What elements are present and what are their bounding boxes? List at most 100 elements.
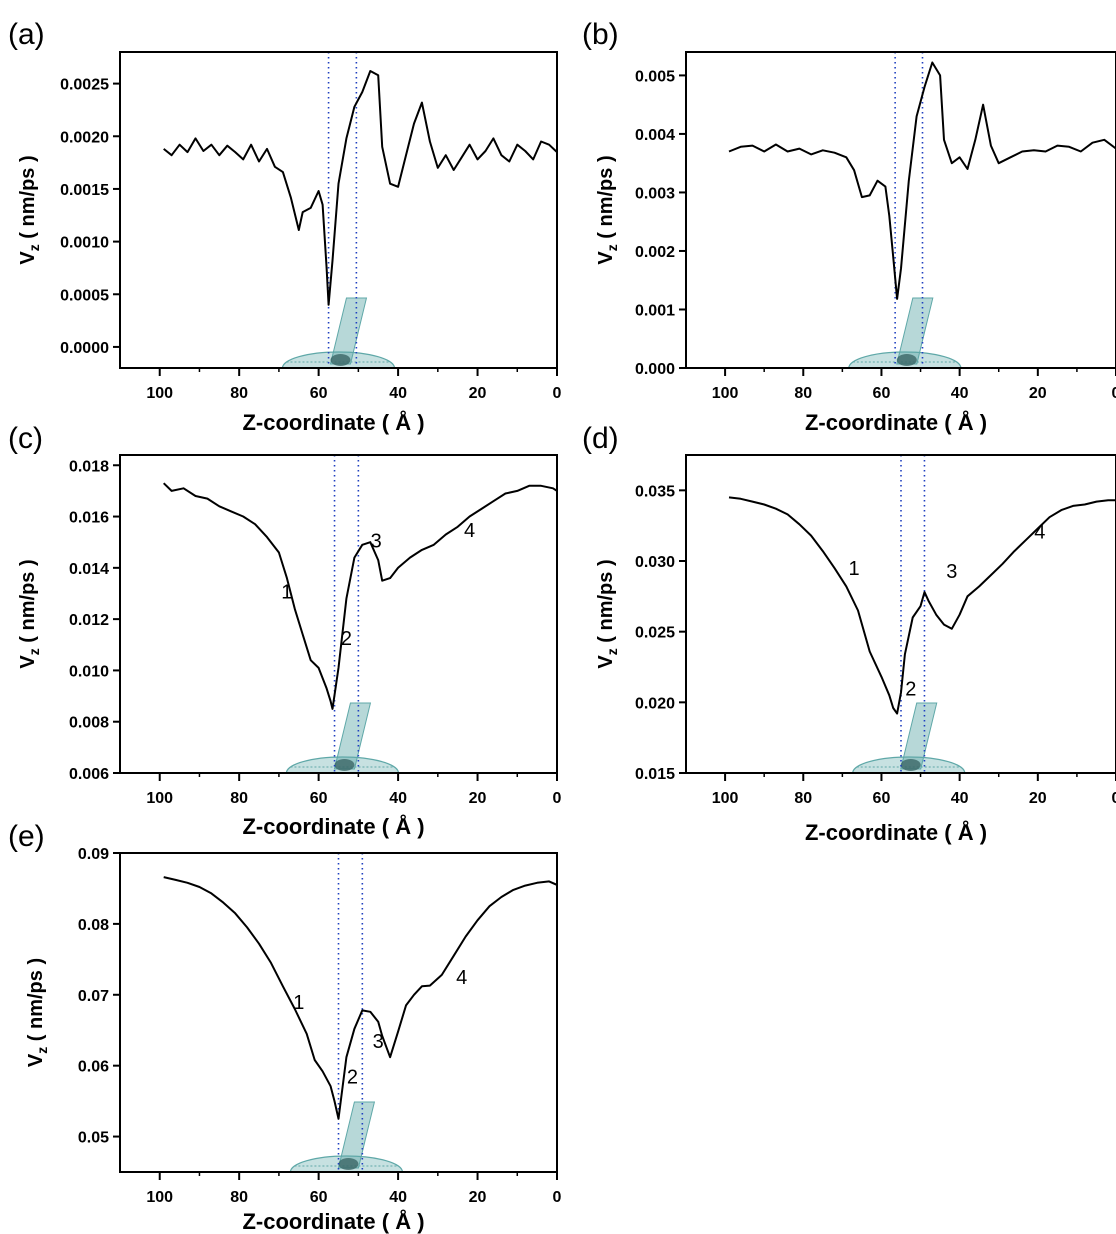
nanotube-illustration [852, 702, 966, 773]
y-tick-label: 0.0000 [60, 340, 109, 357]
x-tick-label: 20 [1029, 385, 1047, 402]
region-label: 1 [293, 992, 304, 1014]
x-axis-title: Z-coordinate ( Å ) [242, 1208, 424, 1234]
x-tick-label: 0 [1112, 790, 1116, 807]
x-tick-label: 60 [310, 1189, 328, 1206]
panel-tag: (d) [582, 422, 619, 455]
region-label: 2 [341, 628, 352, 650]
y-tick-label: 0.06 [78, 1059, 109, 1076]
y-tick-label: 0.05 [78, 1130, 109, 1147]
x-tick-label: 40 [389, 385, 407, 402]
x-axis-title: Z-coordinate ( Å ) [805, 409, 987, 435]
region-label: 3 [373, 1031, 384, 1053]
x-tick-label: 40 [389, 1189, 407, 1206]
x-tick-label: 100 [712, 790, 739, 807]
x-tick-label: 60 [873, 790, 891, 807]
region-label: 4 [464, 520, 475, 542]
plot-frame [685, 454, 1116, 774]
panel-c: (c) 100 80 60 40 20 0 0.006 0.008 0.010 0.012 0.014… [8, 422, 562, 839]
velocity-curve [163, 482, 557, 710]
y-tick-label: 0.08 [78, 917, 109, 934]
y-axis-title: Vz ( nm/ps ) [17, 155, 42, 264]
velocity-curve [163, 70, 557, 306]
region-label: 4 [456, 967, 467, 989]
y-tick-label: 0.0025 [60, 77, 109, 94]
x-tick-label: 0 [553, 790, 562, 807]
y-tick-label: 0.001 [635, 302, 675, 319]
x-axis-title: Z-coordinate ( Å ) [242, 813, 424, 839]
x-tick-label: 80 [794, 385, 812, 402]
y-tick-label: 0.002 [635, 244, 675, 261]
nanotube-illustration [285, 702, 400, 773]
y-tick-label: 0.015 [635, 766, 675, 783]
y-tick-label: 0.09 [78, 846, 109, 863]
plot-frame [685, 51, 1116, 369]
x-tick-label: 80 [230, 385, 248, 402]
y-tick-label: 0.030 [635, 554, 675, 571]
region-label: 3 [946, 561, 957, 583]
x-tick-label: 100 [712, 385, 739, 402]
plot-frame [119, 51, 558, 369]
y-tick-label: 0.025 [635, 625, 675, 642]
x-tick-label: 40 [389, 790, 407, 807]
panel-tag: (a) [8, 18, 45, 51]
y-tick-label: 0.008 [69, 715, 109, 732]
x-tick-label: 0 [553, 385, 562, 402]
y-tick-label: 0.020 [635, 695, 675, 712]
y-tick-label: 0.0010 [60, 235, 109, 252]
y-tick-label: 0.07 [78, 988, 109, 1005]
panel-a: (a) 100 80 60 40 20 0 0.0000 0.0005 0.0010 0.0015 0… [8, 18, 562, 435]
y-tick-label: 0.0020 [60, 129, 109, 146]
nanotube-illustration [289, 1101, 404, 1172]
y-axis-title: Vz ( nm/ps ) [17, 559, 42, 668]
x-tick-label: 60 [310, 385, 328, 402]
x-tick-label: 20 [469, 1189, 487, 1206]
panel-d: (d) 100 80 60 40 20 0 0.015 0.020 0.025 0.030 0.035… [582, 422, 1116, 845]
x-tick-label: 60 [873, 385, 891, 402]
velocity-curve [728, 61, 1116, 300]
x-tick-label: 80 [230, 790, 248, 807]
x-tick-label: 80 [794, 790, 812, 807]
x-tick-label: 60 [310, 790, 328, 807]
x-tick-label: 20 [469, 790, 487, 807]
region-label: 2 [905, 678, 916, 700]
y-tick-label: 0.010 [69, 663, 109, 680]
x-axis-title: Z-coordinate ( Å ) [242, 409, 424, 435]
y-tick-label: 0.003 [635, 185, 675, 202]
panel-tag: (e) [8, 820, 45, 853]
velocity-curve [728, 496, 1116, 715]
x-axis-title: Z-coordinate ( Å ) [805, 819, 987, 845]
y-tick-label: 0.016 [69, 510, 109, 527]
x-tick-label: 100 [146, 385, 173, 402]
x-tick-label: 100 [146, 1189, 173, 1206]
region-label: 1 [281, 582, 292, 604]
panel-e: (e) 100 80 60 40 20 0 0.05 0.06 0.07 0.08 0.09 Z-coo… [8, 820, 562, 1234]
velocity-curve [163, 876, 557, 1120]
y-tick-label: 0.005 [635, 68, 675, 85]
y-tick-label: 0.018 [69, 458, 109, 475]
y-tick-label: 0.004 [635, 127, 675, 144]
y-axis-title: Vz ( nm/ps ) [595, 155, 620, 264]
panel-tag: (c) [8, 422, 43, 455]
x-tick-label: 0 [553, 1189, 562, 1206]
y-tick-label: 0.000 [635, 361, 675, 378]
x-tick-label: 40 [951, 385, 969, 402]
plot-frame [119, 852, 558, 1173]
y-tick-label: 0.006 [69, 766, 109, 783]
panel-tag: (b) [582, 18, 619, 51]
x-tick-label: 0 [1112, 385, 1116, 402]
nanotube-illustration [848, 297, 962, 368]
x-tick-label: 100 [146, 790, 173, 807]
x-tick-label: 40 [951, 790, 969, 807]
region-label: 1 [849, 558, 860, 580]
y-tick-label: 0.012 [69, 612, 109, 629]
x-tick-label: 20 [1029, 790, 1047, 807]
x-tick-label: 80 [230, 1189, 248, 1206]
y-tick-label: 0.035 [635, 483, 675, 500]
region-label: 3 [371, 530, 382, 552]
y-axis-title: Vz ( nm/ps ) [25, 958, 50, 1067]
nanotube-illustration [281, 297, 396, 368]
y-tick-label: 0.0005 [60, 287, 109, 304]
plot-frame [119, 454, 558, 774]
